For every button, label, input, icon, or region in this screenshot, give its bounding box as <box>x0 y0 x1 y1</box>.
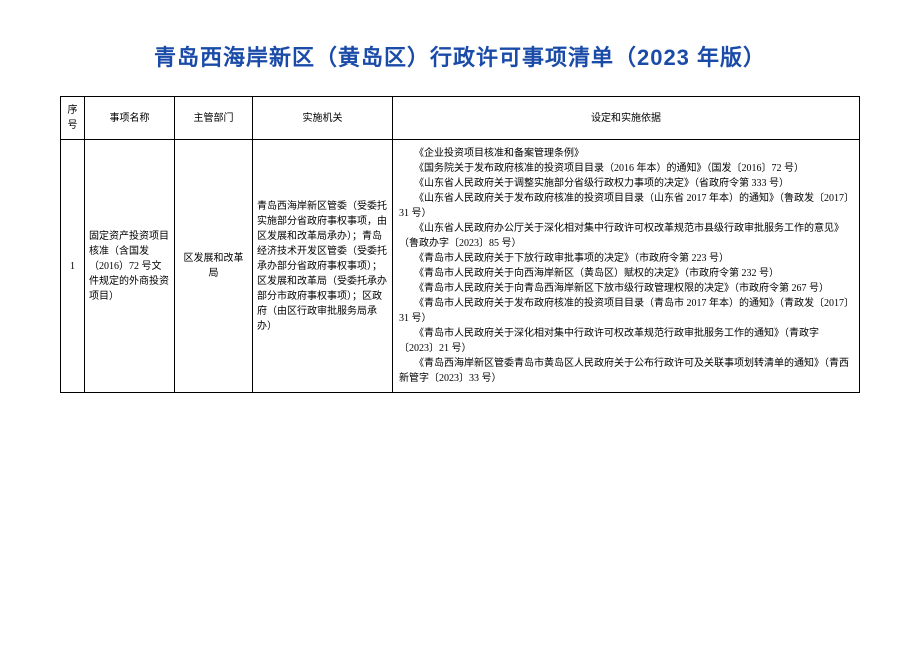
cell-item: 固定资产投资项目核准（含国发（2016）72 号文件规定的外商投资项目） <box>85 140 175 393</box>
header-dept: 主管部门 <box>175 97 253 140</box>
header-basis: 设定和实施依据 <box>393 97 860 140</box>
basis-line: 《青岛市人民政府关于向西海岸新区（黄岛区）赋权的决定》（市政府令第 232 号） <box>399 266 853 281</box>
cell-seq: 1 <box>61 140 85 393</box>
listing-table: 序号 事项名称 主管部门 实施机关 设定和实施依据 1 固定资产投资项目核准（含… <box>60 96 860 393</box>
basis-line: 《山东省人民政府关于调整实施部分省级行政权力事项的决定》（省政府令第 333 号… <box>399 176 853 191</box>
basis-line: 《国务院关于发布政府核准的投资项目目录（2016 年本）的通知》（国发〔2016… <box>399 161 853 176</box>
cell-dept: 区发展和改革局 <box>175 140 253 393</box>
basis-line: 《青岛西海岸新区管委青岛市黄岛区人民政府关于公布行政许可及关联事项划转清单的通知… <box>399 356 853 386</box>
cell-basis: 《企业投资项目核准和备案管理条例》 《国务院关于发布政府核准的投资项目目录（20… <box>393 140 860 393</box>
table-row: 1 固定资产投资项目核准（含国发（2016）72 号文件规定的外商投资项目） 区… <box>61 140 860 393</box>
cell-org: 青岛西海岸新区管委（受委托实施部分省政府事权事项，由区发展和改革局承办）；青岛经… <box>253 140 393 393</box>
basis-line: 《山东省人民政府关于发布政府核准的投资项目目录（山东省 2017 年本）的通知》… <box>399 191 853 221</box>
basis-line: 《青岛市人民政府关于向青岛西海岸新区下放市级行政管理权限的决定》（市政府令第 2… <box>399 281 853 296</box>
basis-line: 《青岛市人民政府关于深化相对集中行政许可权改革规范行政审批服务工作的通知》（青政… <box>399 326 853 356</box>
header-org: 实施机关 <box>253 97 393 140</box>
header-seq: 序号 <box>61 97 85 140</box>
basis-line: 《企业投资项目核准和备案管理条例》 <box>399 146 853 161</box>
page-title: 青岛西海岸新区（黄岛区）行政许可事项清单（2023 年版） <box>60 40 860 72</box>
table-header-row: 序号 事项名称 主管部门 实施机关 设定和实施依据 <box>61 97 860 140</box>
basis-line: 《青岛市人民政府关于下放行政审批事项的决定》（市政府令第 223 号） <box>399 251 853 266</box>
header-item: 事项名称 <box>85 97 175 140</box>
basis-line: 《青岛市人民政府关于发布政府核准的投资项目目录（青岛市 2017 年本）的通知》… <box>399 296 853 326</box>
basis-line: 《山东省人民政府办公厅关于深化相对集中行政许可权改革规范市县级行政审批服务工作的… <box>399 221 853 251</box>
document-page: 青岛西海岸新区（黄岛区）行政许可事项清单（2023 年版） 序号 事项名称 主管… <box>0 0 920 651</box>
